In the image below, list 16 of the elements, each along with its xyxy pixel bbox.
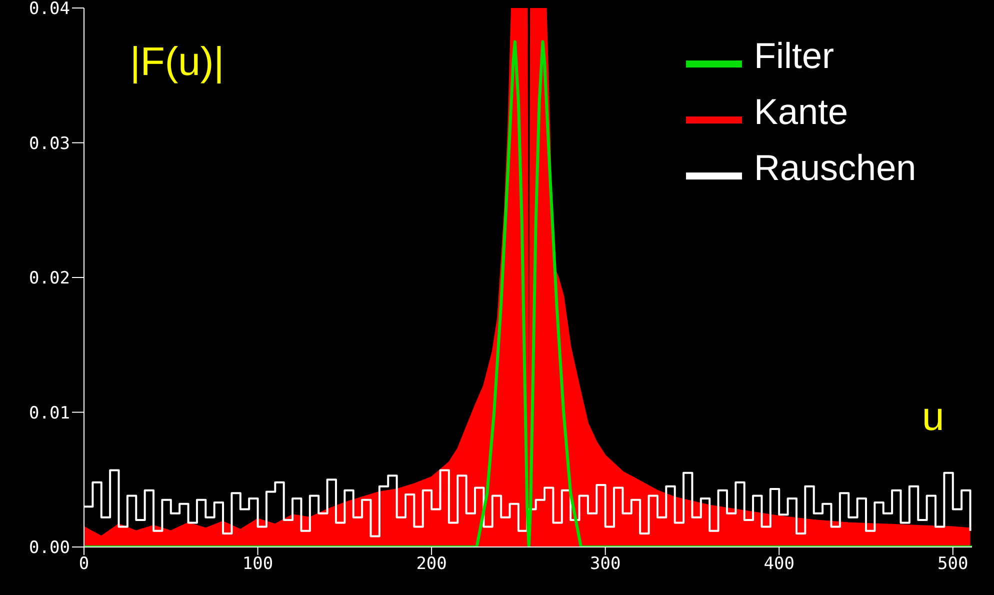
legend-label: Kante [754, 90, 848, 132]
y-tick-label: 0.04 [29, 0, 70, 20]
y-tick-label: 0.02 [29, 268, 70, 289]
x-tick-label: 100 [242, 554, 274, 574]
y-axis-title: |F(u)| [130, 40, 224, 85]
x-tick-label: 500 [938, 554, 968, 574]
y-tick-label: 0.01 [29, 403, 70, 424]
legend-label: Rauschen [754, 146, 916, 188]
x-tick-label: 300 [590, 554, 621, 574]
x-tick-label: 200 [416, 554, 447, 574]
x-tick-label: 0 [78, 554, 90, 574]
annotation: u [922, 395, 944, 440]
y-tick-label: 0.03 [29, 134, 70, 154]
y-tick-label: 0.00 [29, 538, 70, 558]
x-tick-label: 400 [764, 554, 794, 574]
legend-label: Filter [754, 34, 834, 76]
